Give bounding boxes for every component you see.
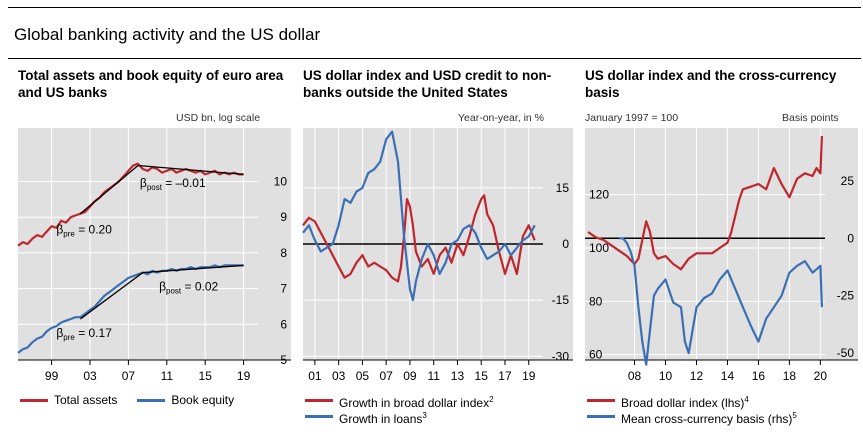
x-tick-label: 17 xyxy=(498,369,512,383)
x-tick-label: 20 xyxy=(814,369,828,383)
x-tick-label: 07 xyxy=(122,369,136,383)
legend-label: Total assets xyxy=(54,393,118,407)
x-tick-label: 08 xyxy=(628,369,642,383)
beta-annotation: βpost = –0.01 xyxy=(140,176,206,192)
x-tick-label: 14 xyxy=(721,369,735,383)
y-tick-label: -15 xyxy=(552,293,570,307)
fit-line xyxy=(79,164,139,215)
x-tick-label: 15 xyxy=(475,369,489,383)
y-tick-label: 7 xyxy=(280,282,287,296)
series-line-broad-dollar-index xyxy=(587,135,823,271)
legend-item-total-assets: Total assets xyxy=(18,392,117,408)
panel-3-title: US dollar index and the cross-currency b… xyxy=(585,68,837,100)
legend-label: Book equity xyxy=(171,393,235,407)
beta-annotation: βpre = 0.20 xyxy=(56,222,112,238)
panel-2-unit: Year-on-year, in % xyxy=(458,112,544,124)
panel-1-legend: Total assets Book equity xyxy=(18,392,234,408)
x-tick-label: 03 xyxy=(332,369,346,383)
top-rule xyxy=(8,7,861,8)
y-tick-label: 0 xyxy=(562,237,569,251)
x-tick-label: 19 xyxy=(237,369,251,383)
x-tick-label: 13 xyxy=(451,369,465,383)
y-tick-label-right: 25 xyxy=(841,174,855,188)
x-tick-label: 03 xyxy=(83,369,97,383)
footnote-mark: 4 xyxy=(744,395,749,404)
legend-label: Growth in broad dollar index xyxy=(339,396,490,410)
x-tick-label: 05 xyxy=(356,369,370,383)
beta-annotation: βpost = 0.02 xyxy=(159,279,218,295)
y-tick-label: 15 xyxy=(556,181,570,195)
legend-swatch-red xyxy=(305,399,333,402)
panel-3-unit-right: Basis points xyxy=(782,112,839,124)
panel-2-title: US dollar index and USD credit to non-ba… xyxy=(303,68,552,100)
footnote-mark: 2 xyxy=(489,395,494,404)
legend-swatch-blue xyxy=(137,399,166,402)
y-tick-label-right: 0 xyxy=(847,231,854,245)
series-line-total-assets xyxy=(17,162,244,247)
panel-1-title: Total assets and book equity of euro are… xyxy=(18,68,284,100)
fit-line xyxy=(80,272,144,320)
x-tick-label: 07 xyxy=(379,369,393,383)
x-tick-label: 99 xyxy=(45,369,59,383)
x-tick-label: 15 xyxy=(199,369,213,383)
title-rule xyxy=(8,58,861,59)
x-tick-label: 19 xyxy=(522,369,536,383)
y-tick-label-left: 120 xyxy=(589,188,609,202)
series-line-loans-growth xyxy=(302,130,536,302)
legend-label: Growth in loans xyxy=(339,412,423,426)
legend-label: Mean cross-currency basis (rhs) xyxy=(621,412,793,426)
y-tick-label: 6 xyxy=(280,317,287,331)
legend-swatch-blue xyxy=(305,415,333,418)
beta-annotation: βpre = 0.17 xyxy=(56,326,112,342)
series-line-cross-currency-basis xyxy=(619,237,823,366)
panel-3-unit-left: January 1997 = 100 xyxy=(585,112,679,124)
legend-swatch-blue xyxy=(587,415,615,418)
legend-item-dollar-index-growth: Growth in broad dollar index2 xyxy=(303,392,494,410)
legend-label: Broad dollar index (lhs) xyxy=(621,396,745,410)
legend-swatch-red xyxy=(20,399,48,402)
footnote-mark: 3 xyxy=(422,411,427,420)
x-tick-label: 16 xyxy=(752,369,766,383)
y-tick-label-right: -25 xyxy=(837,289,855,303)
y-tick-label-left: 60 xyxy=(589,348,603,362)
panel-1-unit: USD bn, log scale xyxy=(176,112,261,124)
legend-item-cross-currency-basis: Mean cross-currency basis (rhs)5 xyxy=(585,408,797,426)
footnote-mark: 5 xyxy=(792,411,797,420)
x-tick-label: 11 xyxy=(427,369,440,383)
x-tick-label: 18 xyxy=(783,369,797,383)
x-tick-label: 09 xyxy=(403,369,417,383)
x-tick-label: 12 xyxy=(690,369,704,383)
series-line-book-equity xyxy=(17,264,244,354)
y-tick-label-left: 100 xyxy=(589,241,609,255)
figure-title: Global banking activity and the US dolla… xyxy=(14,25,321,44)
legend-item-loans-growth: Growth in loans3 xyxy=(303,408,494,426)
legend-swatch-red xyxy=(587,399,615,402)
x-tick-label: 01 xyxy=(308,369,322,383)
series-line-dollar-index-growth xyxy=(302,194,536,283)
y-tick-label: 10 xyxy=(274,175,288,189)
y-tick-label-left: 80 xyxy=(589,294,603,308)
legend-item-book-equity: Book equity xyxy=(135,392,234,408)
y-tick-label-right: -50 xyxy=(837,346,855,360)
panel-3-legend: Broad dollar index (lhs)4 Mean cross-cur… xyxy=(585,392,797,426)
x-tick-label: 10 xyxy=(659,369,673,383)
fit-line xyxy=(142,264,244,274)
fit-line xyxy=(137,164,244,176)
panel-2-legend: Growth in broad dollar index2 Growth in … xyxy=(303,392,494,426)
x-tick-label: 11 xyxy=(161,369,174,383)
legend-item-broad-dollar-index: Broad dollar index (lhs)4 xyxy=(585,392,797,410)
y-tick-label: 8 xyxy=(280,246,287,260)
y-tick-label: 9 xyxy=(280,210,287,224)
panel-3-plot-area xyxy=(585,128,858,360)
